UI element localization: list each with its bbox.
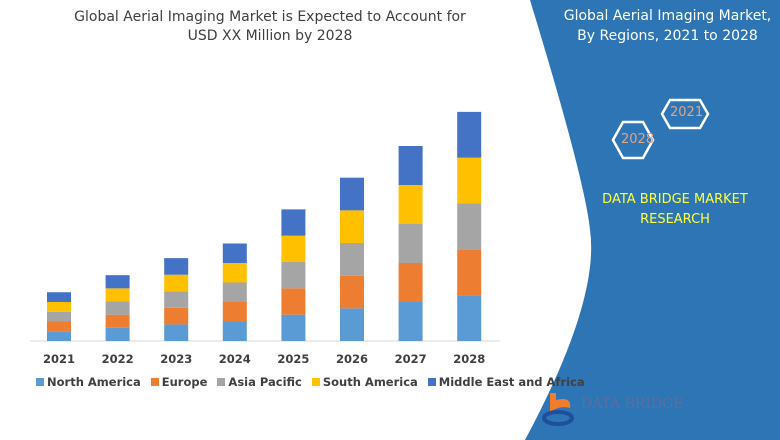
bar-segment bbox=[398, 146, 423, 185]
x-tick-label: 2025 bbox=[277, 352, 309, 366]
legend-item: Europe bbox=[150, 375, 208, 389]
x-tick-label: 2023 bbox=[160, 352, 192, 366]
bar-segment bbox=[281, 209, 306, 236]
legend-item: Asia Pacific bbox=[217, 375, 302, 389]
bar-segment bbox=[281, 288, 306, 315]
side-title-line-1: Global Aerial Imaging Market, bbox=[563, 8, 772, 24]
bar-segment bbox=[105, 327, 130, 341]
bar-segment bbox=[457, 111, 482, 158]
bar-segment bbox=[105, 301, 130, 315]
legend-swatch bbox=[311, 378, 320, 386]
side-title: Global Aerial Imaging Market, By Regions… bbox=[555, 6, 780, 46]
bar-segment bbox=[281, 314, 306, 341]
bar-segment bbox=[164, 307, 189, 325]
brand-line-2: RESEARCH bbox=[640, 212, 710, 227]
bar-segment bbox=[222, 263, 247, 283]
side-panel-background bbox=[525, 0, 780, 440]
hex-start-label: 2021 bbox=[670, 105, 704, 120]
bar-segment bbox=[222, 321, 247, 341]
bar-segment bbox=[281, 235, 306, 263]
bar-segment bbox=[164, 324, 189, 341]
bar-segment bbox=[340, 308, 364, 341]
bar-segment bbox=[222, 243, 247, 263]
legend-item: North America bbox=[36, 375, 141, 389]
hex-end-label: 2028 bbox=[621, 132, 655, 147]
bar-segment bbox=[457, 157, 482, 204]
bar-segment bbox=[340, 177, 364, 211]
logo-icon bbox=[542, 393, 574, 426]
legend: North America Europe Asia Pacific South Ame… bbox=[36, 375, 585, 389]
bar-segment bbox=[47, 331, 71, 341]
bar-segment bbox=[47, 302, 71, 312]
side-title-line-2: By Regions, 2021 to 2028 bbox=[577, 28, 758, 44]
bar-segment bbox=[340, 275, 364, 309]
legend-label: Europe bbox=[161, 375, 208, 389]
x-tick-label: 2028 bbox=[453, 352, 485, 366]
bar-segment bbox=[222, 282, 247, 302]
bar-segment bbox=[398, 224, 423, 263]
chart-title: Global Aerial Imaging Market is Expected… bbox=[40, 8, 500, 46]
bar-segment bbox=[398, 185, 423, 224]
legend-swatch bbox=[427, 378, 436, 386]
legend-label: North America bbox=[47, 375, 141, 389]
bar-segment bbox=[222, 302, 247, 322]
brand-text: DATA BRIDGE MARKET RESEARCH bbox=[590, 190, 760, 230]
legend-swatch bbox=[150, 378, 159, 386]
legend-label: Asia Pacific bbox=[228, 375, 302, 389]
x-tick-label: 2024 bbox=[219, 352, 251, 366]
bar-segment bbox=[47, 321, 71, 332]
legend-label: South America bbox=[322, 375, 418, 389]
bar-segment bbox=[398, 302, 423, 341]
x-tick-label: 2026 bbox=[336, 352, 368, 366]
x-tick-label: 2022 bbox=[102, 352, 134, 366]
legend-swatch bbox=[36, 378, 44, 386]
bar-segment bbox=[105, 288, 130, 302]
bar-segment bbox=[340, 210, 364, 244]
bar-segment bbox=[340, 243, 364, 276]
bar-segment bbox=[457, 203, 482, 250]
x-tick-label: 2027 bbox=[395, 352, 427, 366]
hexagon-2021-icon bbox=[660, 98, 710, 130]
bar-segment bbox=[457, 295, 482, 341]
bar-segment bbox=[164, 291, 189, 308]
legend-label: Middle East and Africa bbox=[438, 375, 585, 389]
legend-item: Middle East and Africa bbox=[427, 375, 585, 389]
title-line-2: USD XX Million by 2028 bbox=[187, 28, 353, 44]
brand-line-1: DATA BRIDGE MARKET bbox=[602, 192, 748, 207]
stacked-bar-chart: 2021 2022 2023 2024 2025 2026 2027 2028 bbox=[30, 111, 500, 366]
bar-segment bbox=[105, 275, 130, 289]
x-tick-label: 2021 bbox=[43, 352, 75, 366]
bar-segment bbox=[164, 274, 189, 292]
hexagon-2028-icon bbox=[611, 120, 655, 160]
bar-segment bbox=[164, 258, 189, 275]
bar-segment bbox=[457, 249, 482, 296]
bar-segment bbox=[398, 263, 423, 302]
bar-segment bbox=[105, 314, 130, 328]
bar-segment bbox=[47, 292, 71, 302]
bar-segment bbox=[47, 311, 71, 322]
legend-swatch bbox=[217, 378, 226, 386]
title-line-1: Global Aerial Imaging Market is Expected… bbox=[74, 9, 466, 25]
legend-item: South America bbox=[311, 375, 418, 389]
logo-text: DATA BRIDGE bbox=[581, 396, 684, 412]
bar-segment bbox=[281, 262, 306, 289]
